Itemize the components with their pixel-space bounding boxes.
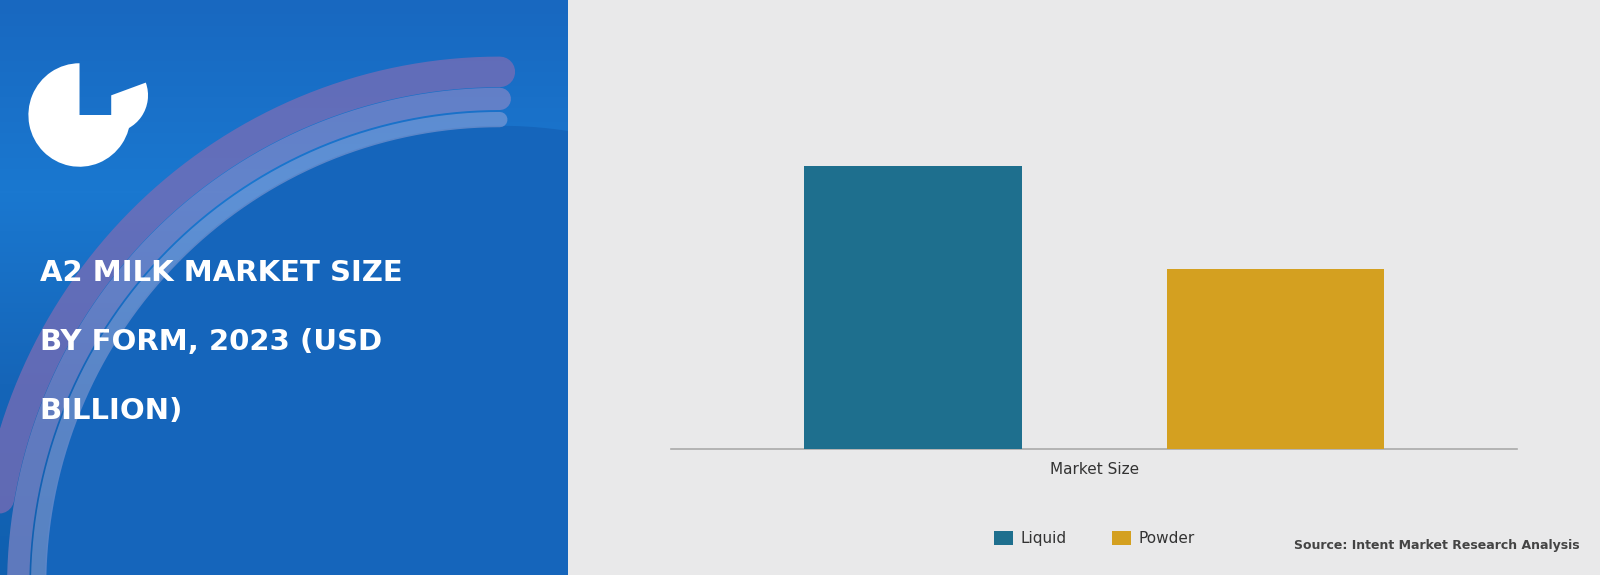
Text: Source: Intent Market Research Analysis: Source: Intent Market Research Analysis bbox=[1294, 539, 1579, 552]
Wedge shape bbox=[112, 83, 149, 133]
Bar bbox=[805, 166, 1022, 448]
X-axis label: Market Size: Market Size bbox=[1050, 462, 1139, 477]
Wedge shape bbox=[29, 63, 131, 167]
Polygon shape bbox=[45, 126, 954, 575]
Legend: Liquid, Powder: Liquid, Powder bbox=[989, 525, 1200, 553]
Bar bbox=[1166, 269, 1384, 448]
Text: BY FORM, 2023 (USD: BY FORM, 2023 (USD bbox=[40, 328, 382, 356]
Text: A2 MILK MARKET SIZE: A2 MILK MARKET SIZE bbox=[40, 259, 403, 287]
Text: BILLION): BILLION) bbox=[40, 397, 182, 425]
